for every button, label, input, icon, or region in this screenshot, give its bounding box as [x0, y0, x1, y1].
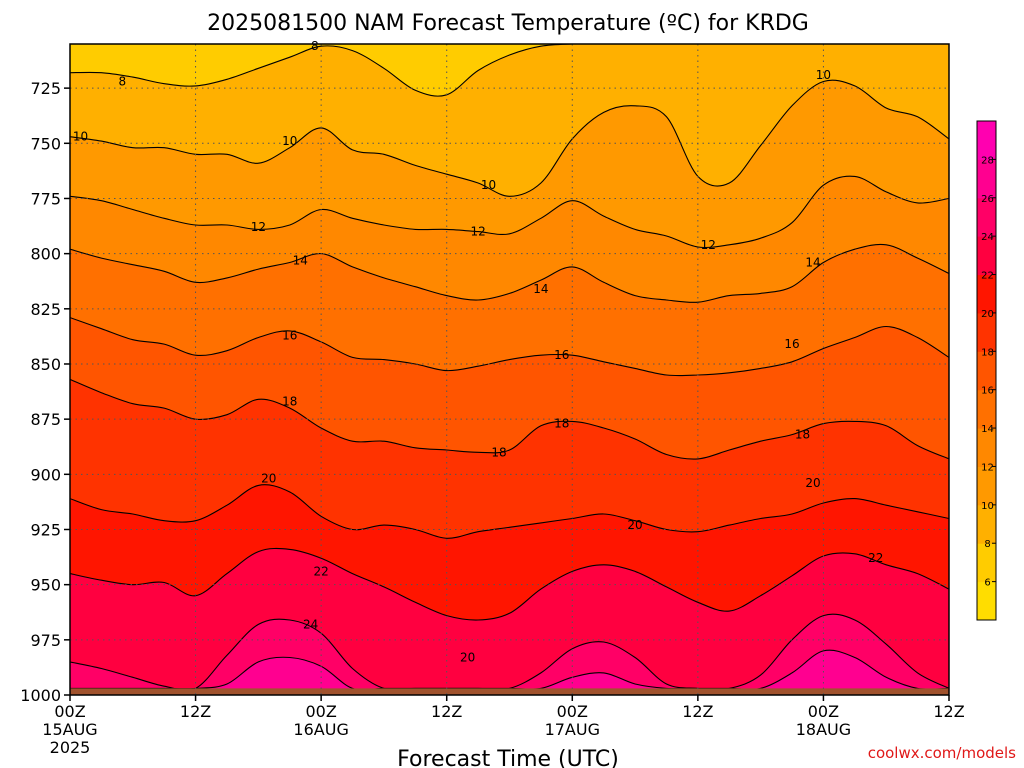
isotherm-8: [70, 44, 949, 97]
contour-label: 22: [314, 564, 329, 578]
y-tick-label: 750: [30, 134, 61, 153]
band-above-26: [70, 650, 949, 695]
x-tick-label: 00Z: [54, 702, 85, 721]
x-tick-label: 12Z: [431, 702, 462, 721]
isotherm-16: [70, 317, 949, 377]
credit-link[interactable]: coolwx.com/models: [868, 744, 1016, 762]
y-tick-label: 875: [30, 410, 61, 429]
contour-label: 14: [533, 282, 548, 296]
x-tick-date: 17AUG: [545, 720, 600, 739]
y-tick-label: 900: [30, 465, 61, 484]
plot-area: 8 8 10 10 10 10 12 12 12 14 14 14 16 16 16 18 18 18 18 20 20…: [69, 39, 950, 696]
contour-label: 12: [251, 220, 266, 234]
colorbar-segment: [977, 274, 996, 314]
contour-label: 20: [627, 518, 642, 532]
x-tick-date: 16AUG: [293, 720, 348, 739]
contour-label: 10: [73, 130, 88, 144]
x-tick-label: 12Z: [180, 702, 211, 721]
colorbar-segment: [977, 159, 996, 199]
colorbar-segment: [977, 581, 996, 621]
y-tick-label: 975: [30, 631, 61, 650]
contour-label: 18: [282, 394, 297, 408]
chart-title: 2025081500 NAM Forecast Temperature (ºC)…: [207, 11, 809, 36]
y-tick-label: 850: [30, 355, 61, 374]
y-tick-label: 925: [30, 520, 61, 539]
filled-bands: [70, 44, 949, 695]
colorbar-label: 28: [981, 155, 994, 166]
contour-label: 24: [303, 617, 318, 631]
colorbar: 6 8 10 12 14 16 18 20 22 24 26 28: [976, 120, 997, 621]
contour-label: 22: [868, 551, 883, 565]
x-tick-label: 00Z: [305, 702, 336, 721]
colorbar-label: 22: [981, 271, 994, 282]
isotherm-22: [70, 547, 949, 621]
contour-label: 18: [795, 428, 810, 442]
x-axis-label: Forecast Time (UTC): [397, 747, 619, 768]
x-tick-label: 00Z: [557, 702, 588, 721]
y-tick-label: 950: [30, 576, 61, 595]
x-tick-year: 2025: [50, 738, 91, 757]
contour-label: 18: [554, 417, 569, 431]
isotherm-lines: [70, 44, 949, 692]
colorbar-segment: [977, 197, 996, 237]
colorbar-segment: [977, 312, 996, 352]
contour-label: 16: [784, 337, 799, 351]
y-tick-label: 800: [30, 245, 61, 264]
x-tick-date: 15AUG: [42, 720, 97, 739]
colorbar-segment: [977, 389, 996, 429]
x-tick-label: 00Z: [808, 702, 839, 721]
contour-label: 16: [554, 348, 569, 362]
contour-label: 14: [805, 255, 820, 269]
contour-label: 16: [282, 328, 297, 342]
colorbar-label: 14: [981, 424, 994, 435]
colorbar-label: 12: [981, 462, 994, 473]
x-tick-label: 12Z: [682, 702, 713, 721]
x-tick-date: 18AUG: [796, 720, 851, 739]
contour-label: 20: [261, 472, 276, 486]
colorbar-segment: [977, 236, 996, 276]
colorbar-segment: [977, 466, 996, 506]
colorbar-label: 6: [984, 578, 990, 589]
colorbar-label: 8: [984, 539, 990, 550]
contour-label: 10: [816, 68, 831, 82]
surface-band: [70, 688, 949, 695]
isotherm-12: [70, 175, 949, 249]
plot-frame: [69, 43, 950, 696]
contour-label: 10: [481, 178, 496, 192]
y-axis: 725 750 775 800 825 850 875 900 925 950 975 1000: [20, 79, 70, 705]
contour-label: 12: [701, 238, 716, 252]
y-tick-label: 1000: [20, 686, 61, 705]
colorbar-label: 20: [981, 309, 994, 320]
contour-label: 12: [470, 225, 485, 239]
colorbar-label: 16: [981, 386, 994, 397]
x-tick-label: 12Z: [933, 702, 964, 721]
colorbar-segment: [977, 121, 996, 160]
y-tick-label: 725: [30, 79, 61, 98]
contour-label: 10: [282, 134, 297, 148]
colorbar-label: 26: [981, 194, 994, 205]
isotherm-14: [70, 243, 949, 303]
contour-labels: 8 8 10 10 10 10 12 12 12 14 14 14 16 16 16 18 18 18 18 20 20…: [73, 39, 884, 664]
colorbar-frame: [976, 120, 997, 621]
isotherm-18: [70, 378, 949, 460]
contour-label: 18: [491, 445, 506, 459]
colorbar-segment: [977, 428, 996, 467]
contour-label: 8: [119, 75, 127, 89]
y-tick-label: 825: [30, 300, 61, 319]
contour-label: 20: [460, 650, 475, 664]
colorbar-label: 10: [981, 501, 994, 512]
colorbar-label: 18: [981, 347, 994, 358]
isotherm-10: [70, 79, 949, 197]
contour-label: 20: [805, 476, 820, 490]
colorbar-segment: [977, 351, 996, 391]
colorbar-segment: [977, 543, 996, 583]
colorbar-label: 24: [981, 232, 994, 243]
contour-label: 14: [293, 253, 308, 267]
isotherm-20: [70, 484, 949, 539]
y-tick-label: 775: [30, 189, 61, 208]
contour-label: 8: [311, 39, 319, 53]
colorbar-segment: [977, 504, 996, 544]
